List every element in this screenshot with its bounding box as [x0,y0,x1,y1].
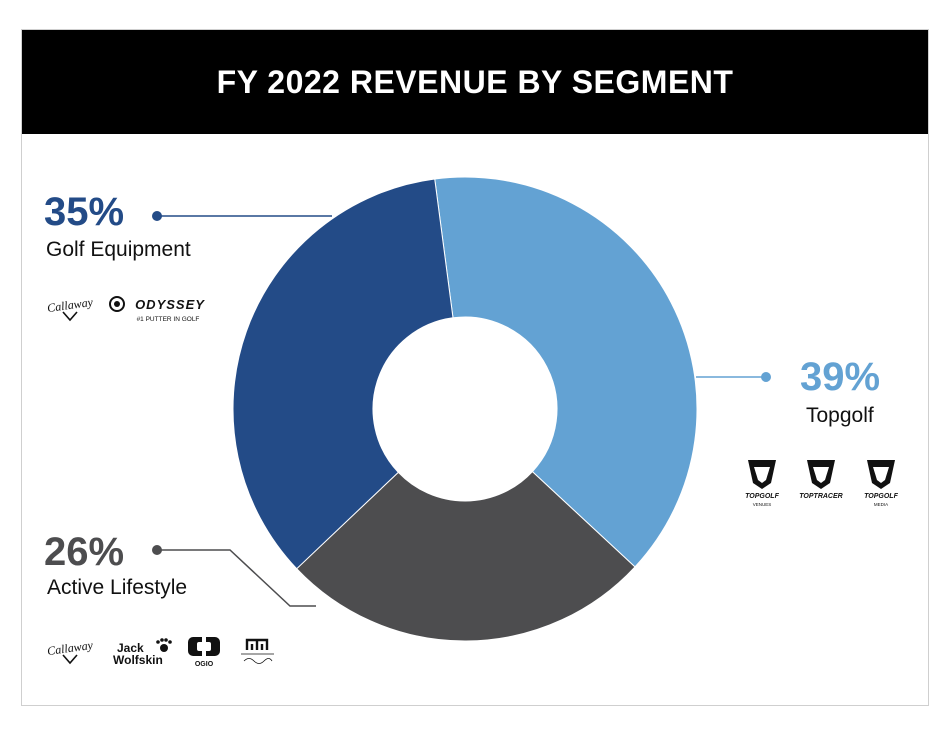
callaway-logo-icon: Callaway [46,295,94,322]
odyssey-dot-icon [114,301,120,307]
slice-active-lifestyle [296,470,636,642]
topgolf-percent: 39% [800,355,881,399]
active-lifestyle-label: Active Lifestyle [47,576,188,599]
active-lifestyle-leader [157,549,316,607]
travismathew-m-icon [245,638,269,650]
topgolf-venues-sub: VENUES [753,502,772,507]
odyssey-tagline: #1 PUTTER IN GOLF [137,316,200,323]
topgolf-leader-dot [761,372,771,382]
donut-slices [232,176,698,642]
golf-equipment-label: Golf Equipment [46,238,191,261]
travismathew-logo-icon [241,638,274,664]
toptracer-name: TOPTRACER [799,493,842,500]
topgolf-venues-name: TOPGOLF [745,493,779,500]
toptracer-logo-icon: TOPTRACER [799,460,843,500]
odyssey-logo-text: ODYSSEY [135,297,205,312]
odyssey-ring-icon [109,296,125,312]
active-lifestyle-percent: 26% [44,530,125,574]
wolfskin-text: Wolfskin [113,653,163,667]
callaway-lifestyle-logo-text: Callaway [46,638,94,658]
callaway-chevron-icon [62,311,78,322]
callaway-lifestyle-logo-icon: Callaway [46,638,94,665]
callaway-lifestyle-chevron-icon [62,654,78,665]
jack-text: Jack [117,641,144,655]
topgolf-venues-logo-icon: TOPGOLF VENUES [745,460,780,507]
golf-equipment-leader-dot [152,211,162,221]
chart-title: FY 2022 REVENUE BY SEGMENT [216,63,734,100]
topgolf-media-name: TOPGOLF [864,493,898,500]
golf-equipment-percent: 35% [44,190,125,234]
topgolf-media-logo-icon: TOPGOLF MEDIA [864,460,899,507]
odyssey-logo-icon: ODYSSEY #1 PUTTER IN GOLF [109,296,205,323]
travismathew-signature-icon [243,658,273,664]
ogio-logo-icon: OGIO [188,636,220,668]
jack-wolfskin-logo-icon: Jack Wolfskin [113,638,172,667]
title-banner: FY 2022 REVENUE BY SEGMENT [22,30,928,134]
callaway-logo-text: Callaway [46,295,94,315]
paw-icon [160,644,168,652]
leader-lines [152,211,771,607]
slice-golf-equipment [232,178,454,570]
slice-topgolf [434,176,698,568]
topgolf-media-sub: MEDIA [874,502,888,507]
topgolf-label: Topgolf [806,404,874,427]
ogio-logo-text: OGIO [195,661,214,668]
active-lifestyle-leader-dot [152,545,162,555]
